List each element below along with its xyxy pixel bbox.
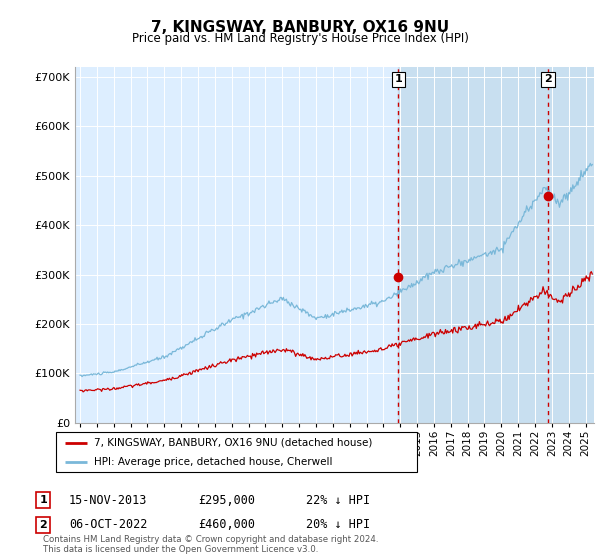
Text: 1: 1 — [394, 74, 402, 85]
FancyBboxPatch shape — [56, 432, 418, 473]
Text: HPI: Average price, detached house, Cherwell: HPI: Average price, detached house, Cher… — [94, 457, 333, 467]
Text: 7, KINGSWAY, BANBURY, OX16 9NU (detached house): 7, KINGSWAY, BANBURY, OX16 9NU (detached… — [94, 437, 373, 447]
Text: £295,000: £295,000 — [198, 493, 255, 507]
Text: 7, KINGSWAY, BANBURY, OX16 9NU: 7, KINGSWAY, BANBURY, OX16 9NU — [151, 20, 449, 35]
Text: 15-NOV-2013: 15-NOV-2013 — [69, 493, 148, 507]
Text: Price paid vs. HM Land Registry's House Price Index (HPI): Price paid vs. HM Land Registry's House … — [131, 32, 469, 45]
Text: 1: 1 — [40, 495, 47, 505]
Text: 06-OCT-2022: 06-OCT-2022 — [69, 518, 148, 531]
Text: 2: 2 — [544, 74, 552, 85]
Text: 20% ↓ HPI: 20% ↓ HPI — [306, 518, 370, 531]
Text: 22% ↓ HPI: 22% ↓ HPI — [306, 493, 370, 507]
Text: Contains HM Land Registry data © Crown copyright and database right 2024.
This d: Contains HM Land Registry data © Crown c… — [43, 535, 379, 554]
Bar — [398, 67, 594, 423]
Text: 2: 2 — [40, 520, 47, 530]
Text: £460,000: £460,000 — [198, 518, 255, 531]
